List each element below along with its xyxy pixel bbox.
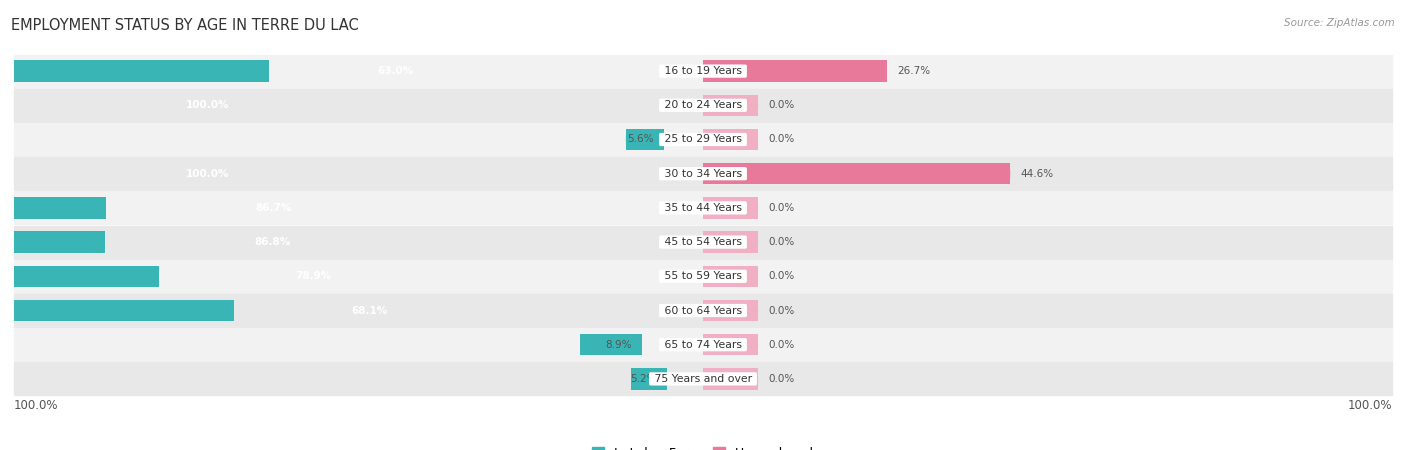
Text: 44.6%: 44.6% bbox=[1021, 169, 1053, 179]
Bar bbox=[703, 197, 756, 219]
Bar bbox=[756, 197, 758, 219]
Wedge shape bbox=[756, 231, 758, 253]
Text: 55 to 59 Years: 55 to 59 Years bbox=[661, 271, 745, 281]
Text: 65 to 74 Years: 65 to 74 Years bbox=[661, 340, 745, 350]
Bar bbox=[14, 158, 1392, 190]
Wedge shape bbox=[884, 60, 887, 82]
Bar bbox=[14, 328, 1392, 361]
Bar bbox=[756, 94, 758, 116]
Wedge shape bbox=[756, 300, 758, 321]
Bar bbox=[703, 231, 756, 253]
Wedge shape bbox=[756, 94, 758, 116]
Bar bbox=[14, 55, 1392, 87]
Wedge shape bbox=[756, 266, 758, 287]
Text: 35 to 44 Years: 35 to 44 Years bbox=[661, 203, 745, 213]
Bar bbox=[0, 300, 233, 321]
Bar bbox=[703, 334, 756, 356]
Text: 30 to 34 Years: 30 to 34 Years bbox=[661, 169, 745, 179]
Text: 20 to 24 Years: 20 to 24 Years bbox=[661, 100, 745, 110]
Bar bbox=[631, 368, 634, 390]
Text: 25 to 29 Years: 25 to 29 Years bbox=[661, 135, 745, 144]
Text: Source: ZipAtlas.com: Source: ZipAtlas.com bbox=[1284, 18, 1395, 28]
Wedge shape bbox=[626, 129, 628, 150]
Bar bbox=[703, 300, 756, 321]
Text: 45 to 54 Years: 45 to 54 Years bbox=[661, 237, 745, 247]
Text: 16 to 19 Years: 16 to 19 Years bbox=[661, 66, 745, 76]
Bar bbox=[703, 129, 756, 150]
Wedge shape bbox=[631, 368, 634, 390]
Text: 75 Years and over: 75 Years and over bbox=[651, 374, 755, 384]
Text: 86.8%: 86.8% bbox=[254, 237, 291, 247]
Bar bbox=[626, 129, 628, 150]
Bar bbox=[756, 231, 758, 253]
Bar bbox=[703, 60, 884, 82]
Bar bbox=[0, 197, 105, 219]
Text: 0.0%: 0.0% bbox=[769, 306, 794, 315]
Bar bbox=[756, 129, 758, 150]
Text: 78.9%: 78.9% bbox=[295, 271, 332, 281]
Bar bbox=[756, 300, 758, 321]
Bar bbox=[703, 368, 756, 390]
Bar bbox=[581, 334, 582, 356]
Text: 0.0%: 0.0% bbox=[769, 340, 794, 350]
Bar bbox=[14, 260, 1392, 292]
Text: 0.0%: 0.0% bbox=[769, 100, 794, 110]
Wedge shape bbox=[1008, 163, 1011, 184]
Text: 0.0%: 0.0% bbox=[769, 203, 794, 213]
Bar bbox=[0, 231, 105, 253]
Text: 5.6%: 5.6% bbox=[627, 135, 654, 144]
Text: 26.7%: 26.7% bbox=[897, 66, 931, 76]
Text: 100.0%: 100.0% bbox=[14, 399, 59, 412]
Bar bbox=[703, 94, 756, 116]
Bar bbox=[628, 129, 665, 150]
Text: 0.0%: 0.0% bbox=[769, 135, 794, 144]
Bar bbox=[14, 226, 1392, 258]
Text: 0.0%: 0.0% bbox=[769, 271, 794, 281]
Legend: In Labor Force, Unemployed: In Labor Force, Unemployed bbox=[586, 442, 820, 450]
Wedge shape bbox=[756, 129, 758, 150]
Bar bbox=[756, 368, 758, 390]
Bar bbox=[884, 60, 887, 82]
Bar bbox=[14, 192, 1392, 224]
Bar bbox=[703, 266, 756, 287]
Text: EMPLOYMENT STATUS BY AGE IN TERRE DU LAC: EMPLOYMENT STATUS BY AGE IN TERRE DU LAC bbox=[11, 18, 359, 33]
Text: 8.9%: 8.9% bbox=[605, 340, 631, 350]
Bar bbox=[0, 163, 14, 184]
Bar bbox=[14, 123, 1392, 156]
Text: 60 to 64 Years: 60 to 64 Years bbox=[661, 306, 745, 315]
Bar bbox=[703, 163, 1008, 184]
Wedge shape bbox=[581, 334, 582, 356]
Text: 100.0%: 100.0% bbox=[186, 100, 229, 110]
Text: 100.0%: 100.0% bbox=[186, 169, 229, 179]
Bar bbox=[14, 89, 1392, 122]
Text: 86.7%: 86.7% bbox=[254, 203, 291, 213]
Text: 5.2%: 5.2% bbox=[630, 374, 657, 384]
Text: 0.0%: 0.0% bbox=[769, 374, 794, 384]
Text: 68.1%: 68.1% bbox=[352, 306, 388, 315]
Bar bbox=[0, 94, 14, 116]
Bar bbox=[14, 294, 1392, 327]
Wedge shape bbox=[756, 334, 758, 356]
Bar bbox=[634, 368, 668, 390]
Bar bbox=[756, 266, 758, 287]
Text: 63.0%: 63.0% bbox=[377, 66, 413, 76]
Wedge shape bbox=[756, 368, 758, 390]
Bar bbox=[756, 334, 758, 356]
Wedge shape bbox=[756, 197, 758, 219]
Text: 100.0%: 100.0% bbox=[1347, 399, 1392, 412]
Bar bbox=[0, 60, 269, 82]
Bar bbox=[0, 266, 159, 287]
Bar bbox=[582, 334, 641, 356]
Bar bbox=[14, 363, 1392, 395]
Bar bbox=[1008, 163, 1011, 184]
Text: 0.0%: 0.0% bbox=[769, 237, 794, 247]
